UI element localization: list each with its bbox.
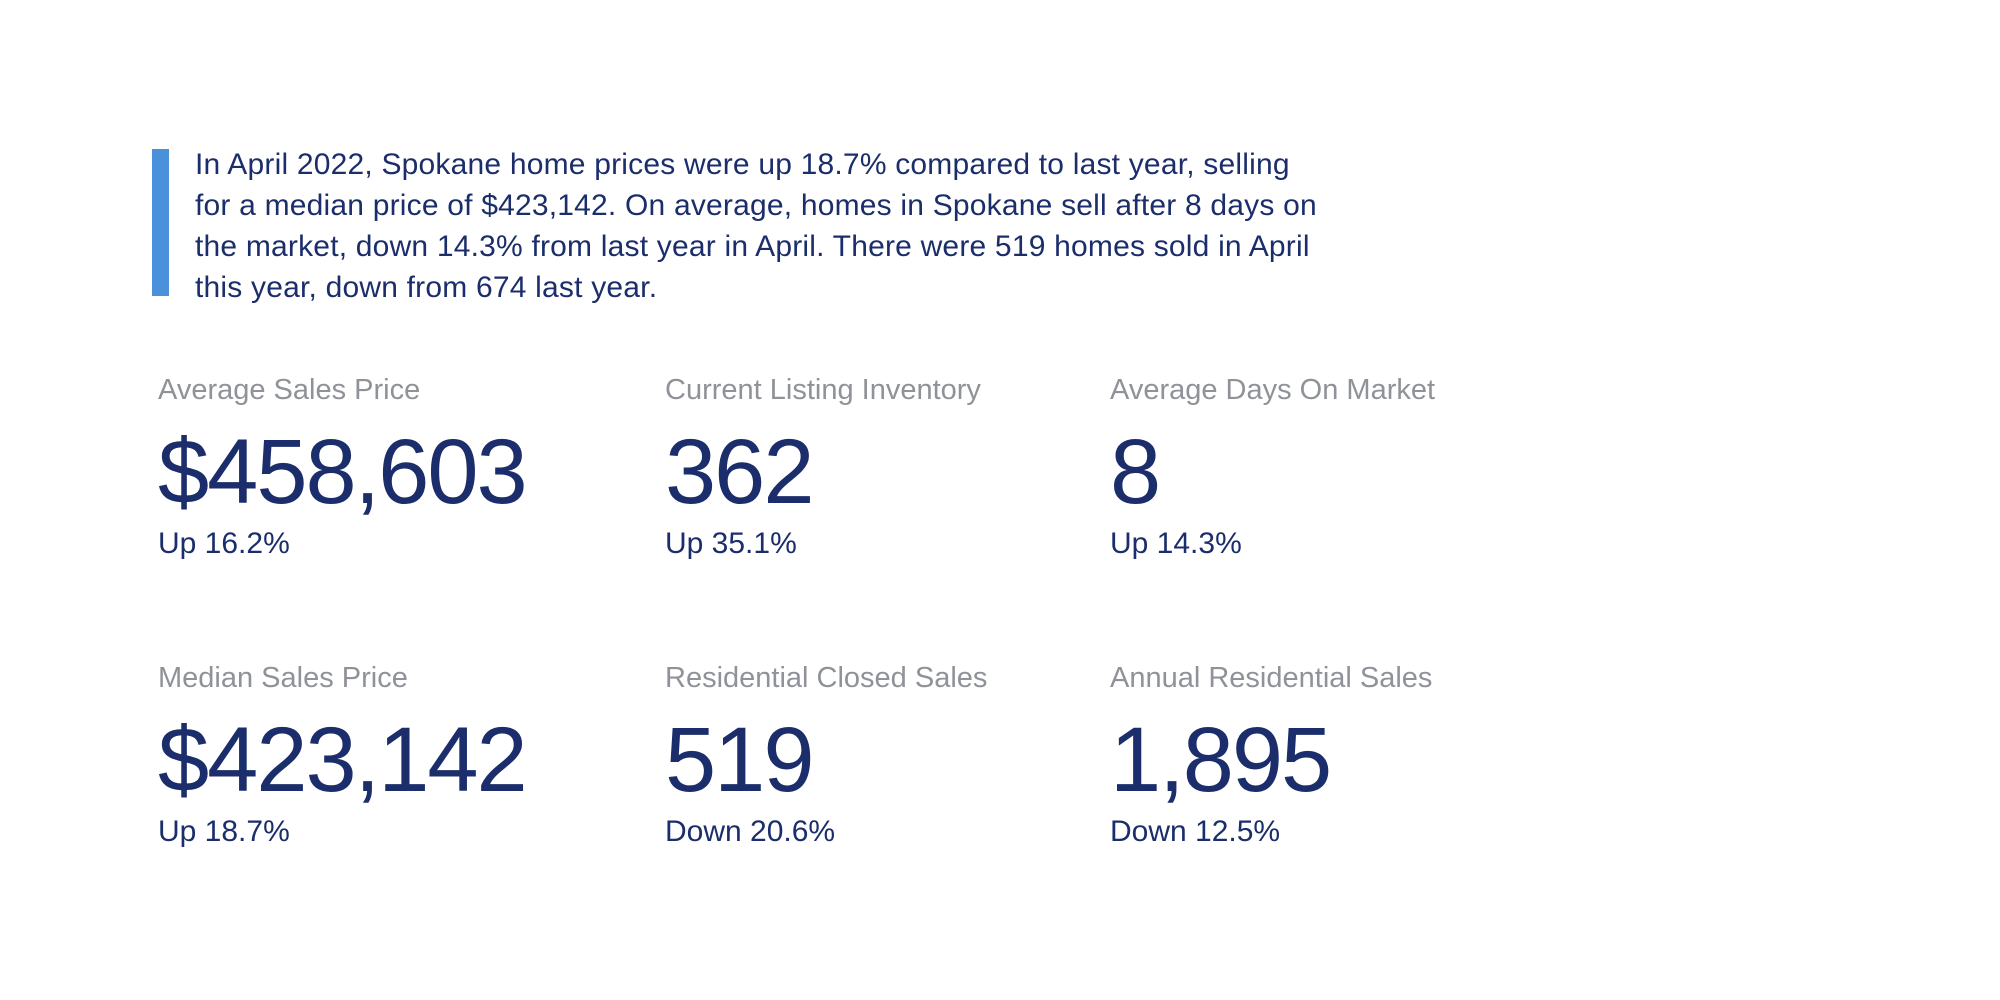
stat-value: $458,603	[158, 421, 528, 523]
stat-value: 519	[665, 709, 815, 811]
summary-text: In April 2022, Spokane home prices were …	[195, 144, 1317, 308]
summary-text-line: for a median price of $423,142. On avera…	[195, 189, 1317, 222]
stat-label: Residential Closed Sales	[665, 662, 988, 694]
stat-change: Up 16.2%	[158, 527, 290, 560]
summary-text-line: this year, down from 674 last year.	[195, 271, 658, 304]
stat-label: Average Days On Market	[1110, 374, 1436, 406]
stat-label: Median Sales Price	[158, 662, 408, 694]
summary-text-line: In April 2022, Spokane home prices were …	[195, 148, 1290, 181]
stat-value: $423,142	[158, 709, 528, 811]
stat-card-median-sales-price: Median Sales Price $423,142 Up 18.7%	[158, 660, 665, 850]
stat-value: 8	[1110, 421, 1161, 523]
stat-change: Up 35.1%	[665, 527, 797, 560]
stat-value: 1,895	[1110, 709, 1332, 811]
stat-card-average-days-on-market: Average Days On Market 8 Up 14.3%	[1110, 372, 1730, 562]
quote-accent-bar	[152, 149, 169, 296]
stat-change: Down 20.6%	[665, 815, 836, 848]
stat-value: 362	[665, 421, 815, 523]
stat-card-residential-closed-sales: Residential Closed Sales 519 Down 20.6%	[665, 660, 1110, 850]
stat-card-current-listing-inventory: Current Listing Inventory 362 Up 35.1%	[665, 372, 1110, 562]
stat-label: Average Sales Price	[158, 374, 421, 406]
stats-grid: Average Sales Price $458,603 Up 16.2% Cu…	[158, 372, 1730, 850]
stat-change: Up 14.3%	[1110, 527, 1242, 560]
stat-card-annual-residential-sales: Annual Residential Sales 1,895 Down 12.5…	[1110, 660, 1730, 850]
stat-label: Annual Residential Sales	[1110, 662, 1433, 694]
stat-change: Up 18.7%	[158, 815, 290, 848]
stat-label: Current Listing Inventory	[665, 374, 981, 406]
summary-quote: In April 2022, Spokane home prices were …	[152, 144, 1317, 308]
stat-card-average-sales-price: Average Sales Price $458,603 Up 16.2%	[158, 372, 665, 562]
stat-change: Down 12.5%	[1110, 815, 1281, 848]
summary-text-line: the market, down 14.3% from last year in…	[195, 230, 1310, 263]
